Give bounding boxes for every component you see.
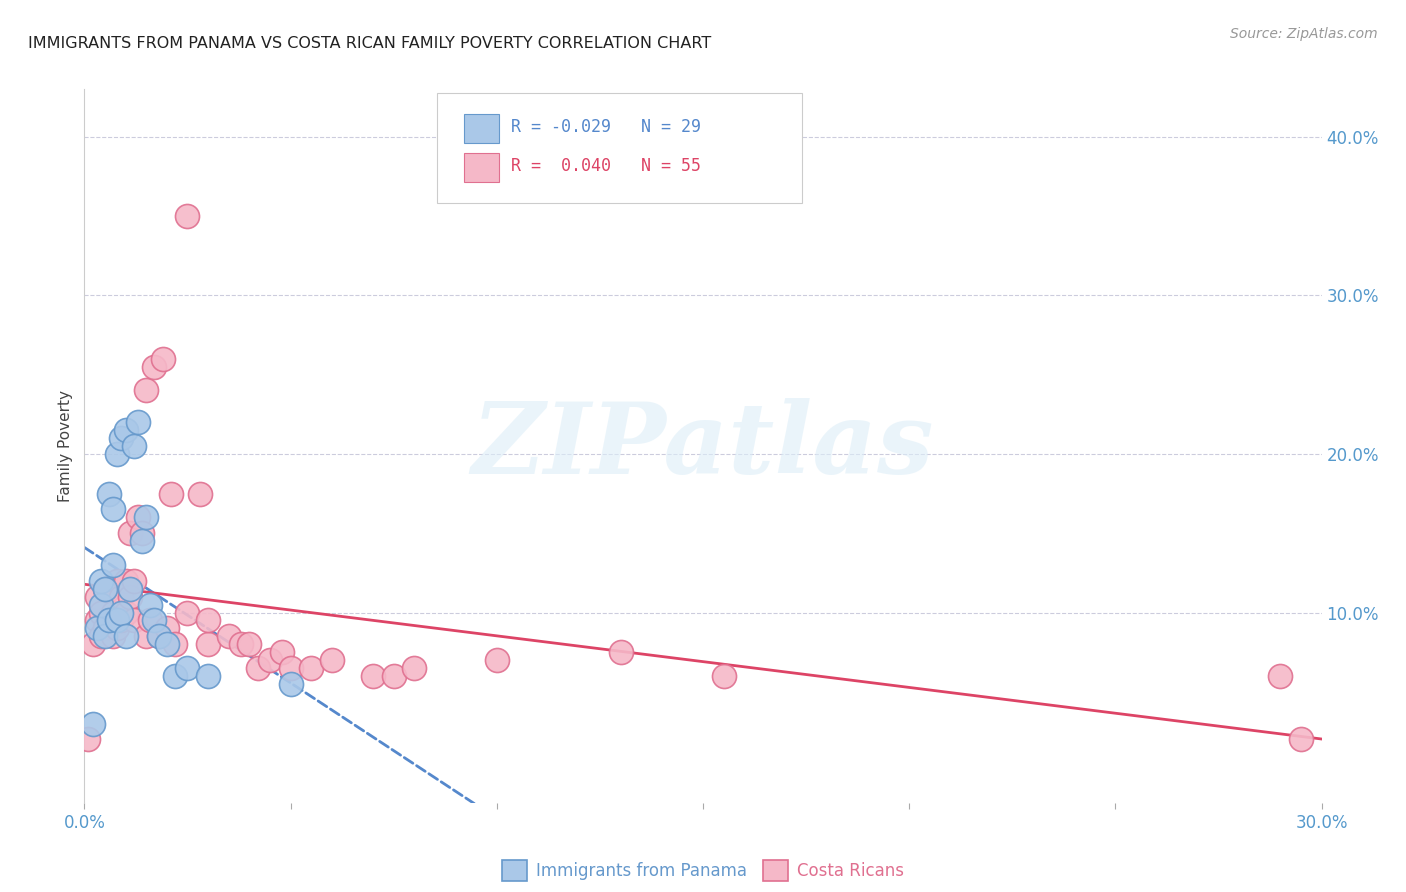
Point xyxy=(118,526,141,541)
FancyBboxPatch shape xyxy=(464,114,499,143)
Text: R =  0.040   N = 55: R = 0.040 N = 55 xyxy=(512,157,702,175)
Point xyxy=(165,669,187,683)
Point xyxy=(127,510,149,524)
Text: Source: ZipAtlas.com: Source: ZipAtlas.com xyxy=(1230,27,1378,41)
Point xyxy=(110,606,132,620)
Point xyxy=(131,526,153,541)
Point xyxy=(148,629,170,643)
Point xyxy=(1270,669,1292,683)
Point xyxy=(127,415,149,429)
Point xyxy=(98,486,121,500)
Point xyxy=(94,621,117,635)
Point xyxy=(148,629,170,643)
Point xyxy=(280,661,302,675)
Point xyxy=(110,590,132,604)
Point xyxy=(90,629,112,643)
Point xyxy=(114,606,136,620)
Point xyxy=(485,653,508,667)
Point xyxy=(321,653,343,667)
Point xyxy=(152,351,174,366)
Point xyxy=(176,661,198,675)
Point xyxy=(86,590,108,604)
Point xyxy=(118,582,141,596)
Point xyxy=(103,558,125,572)
FancyBboxPatch shape xyxy=(464,153,499,182)
Point xyxy=(299,661,322,675)
Point xyxy=(105,447,128,461)
Point xyxy=(86,621,108,635)
Point xyxy=(94,582,117,596)
Point xyxy=(103,606,125,620)
Point xyxy=(156,621,179,635)
Point xyxy=(280,677,302,691)
Point xyxy=(105,574,128,588)
Point xyxy=(86,614,108,628)
FancyBboxPatch shape xyxy=(437,93,801,203)
Point xyxy=(361,669,384,683)
Point xyxy=(90,606,112,620)
Point xyxy=(77,732,100,747)
Point xyxy=(90,598,112,612)
Point xyxy=(156,637,179,651)
Point xyxy=(176,209,198,223)
Point xyxy=(105,621,128,635)
Point xyxy=(238,637,260,651)
Point xyxy=(103,502,125,516)
Point xyxy=(197,637,219,651)
Point xyxy=(143,614,166,628)
Point xyxy=(188,486,211,500)
Point xyxy=(114,423,136,437)
Point xyxy=(122,439,145,453)
Point xyxy=(160,486,183,500)
Point xyxy=(114,574,136,588)
Point xyxy=(135,629,157,643)
Point xyxy=(197,614,219,628)
Point xyxy=(609,645,631,659)
Point xyxy=(135,510,157,524)
Point xyxy=(259,653,281,667)
Point xyxy=(114,629,136,643)
Point xyxy=(94,629,117,643)
Point xyxy=(122,614,145,628)
Point xyxy=(176,606,198,620)
Point xyxy=(98,582,121,596)
Point xyxy=(118,590,141,604)
Text: R = -0.029   N = 29: R = -0.029 N = 29 xyxy=(512,118,702,136)
Point xyxy=(382,669,405,683)
Point xyxy=(229,637,252,651)
Point xyxy=(218,629,240,643)
Point xyxy=(122,574,145,588)
Point xyxy=(713,669,735,683)
Point xyxy=(139,614,162,628)
Point xyxy=(271,645,294,659)
Point xyxy=(139,598,162,612)
Point xyxy=(90,574,112,588)
Legend: Immigrants from Panama, Costa Ricans: Immigrants from Panama, Costa Ricans xyxy=(496,854,910,888)
Text: IMMIGRANTS FROM PANAMA VS COSTA RICAN FAMILY POVERTY CORRELATION CHART: IMMIGRANTS FROM PANAMA VS COSTA RICAN FA… xyxy=(28,36,711,51)
Point xyxy=(103,629,125,643)
Point xyxy=(98,614,121,628)
Point xyxy=(404,661,426,675)
Point xyxy=(165,637,187,651)
Point xyxy=(82,637,104,651)
Point xyxy=(131,534,153,549)
Point xyxy=(1289,732,1312,747)
Text: ZIPatlas: ZIPatlas xyxy=(472,398,934,494)
Point xyxy=(110,614,132,628)
Point xyxy=(98,614,121,628)
Point xyxy=(94,582,117,596)
Point xyxy=(82,716,104,731)
Point xyxy=(197,669,219,683)
Point xyxy=(246,661,269,675)
Point xyxy=(135,384,157,398)
Y-axis label: Family Poverty: Family Poverty xyxy=(58,390,73,502)
Point xyxy=(143,359,166,374)
Point xyxy=(105,614,128,628)
Point xyxy=(110,431,132,445)
